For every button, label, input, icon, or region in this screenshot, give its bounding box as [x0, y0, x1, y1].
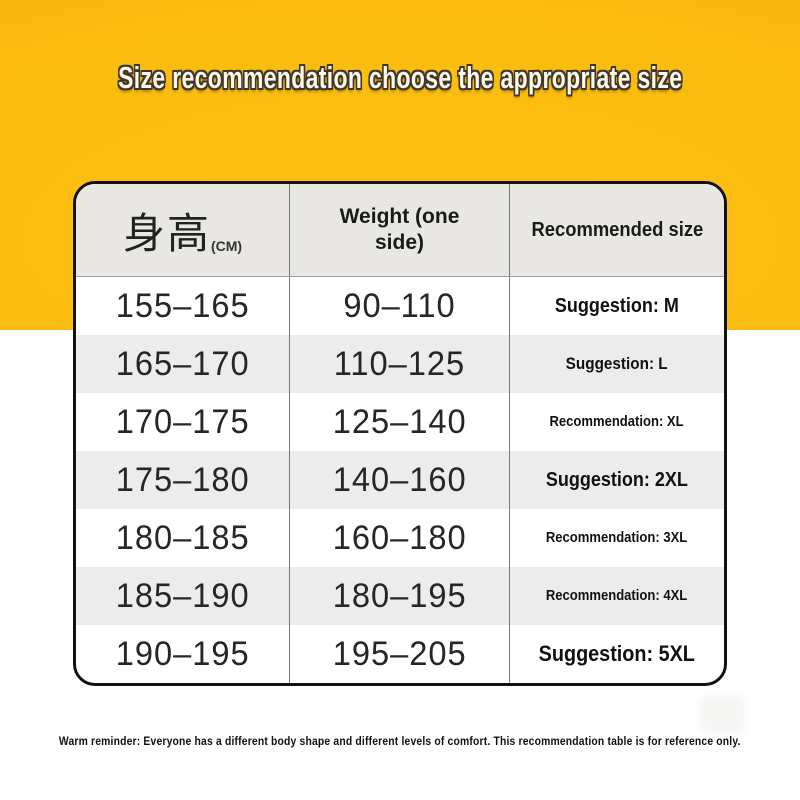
footer-reminder-text: Warm reminder: Everyone has a different … — [59, 736, 741, 748]
weight-cell: 180–195 — [290, 567, 510, 625]
header-height-cell: 身高 (CM) — [76, 184, 290, 276]
size-cell: Recommendation: 3XL — [546, 530, 688, 546]
weight-cell: 195–205 — [290, 625, 510, 683]
weight-cell: 125–140 — [290, 393, 510, 451]
size-cell: Recommendation: 4XL — [546, 588, 688, 604]
table-row: 155–165 90–110 Suggestion: M — [76, 277, 724, 335]
weight-cell: 110–125 — [290, 335, 510, 393]
table-row: 175–180 140–160 Suggestion: 2XL — [76, 451, 724, 509]
height-cell: 165–170 — [76, 335, 290, 393]
header-size-label: Recommended size — [531, 218, 703, 241]
size-cell: Suggestion: L — [565, 354, 668, 373]
weight-cell: 140–160 — [290, 451, 510, 509]
size-chart-table: 身高 (CM) Weight (one side) Recommended si… — [73, 181, 727, 686]
header-height-unit: (CM) — [210, 238, 243, 254]
header-weight-cell: Weight (one side) — [290, 184, 510, 276]
size-cell: Suggestion: M — [554, 294, 679, 317]
table-row: 165–170 110–125 Suggestion: L — [76, 335, 724, 393]
header-weight-label: Weight (one side) — [339, 204, 460, 254]
watermark-smudge — [700, 695, 746, 733]
height-cell: 155–165 — [76, 277, 290, 335]
header-height-label-cjk: 身高 — [122, 209, 211, 257]
table-row: 185–190 180–195 Recommendation: 4XL — [76, 567, 724, 625]
height-cell: 180–185 — [76, 509, 290, 567]
page-title: Size recommendation choose the appropria… — [0, 60, 800, 96]
page-title-text: Size recommendation choose the appropria… — [117, 60, 683, 95]
size-cell: Recommendation: XL — [549, 414, 685, 430]
table-row: 180–185 160–180 Recommendation: 3XL — [76, 509, 724, 567]
height-cell: 170–175 — [76, 393, 290, 451]
table-header-row: 身高 (CM) Weight (one side) Recommended si… — [76, 184, 724, 277]
height-cell: 185–190 — [76, 567, 290, 625]
height-cell: 190–195 — [76, 625, 290, 683]
table-row: 190–195 195–205 Suggestion: 5XL — [76, 625, 724, 683]
size-cell: Suggestion: 5XL — [538, 641, 696, 666]
header-size-cell: Recommended size — [510, 184, 724, 276]
height-cell: 175–180 — [76, 451, 290, 509]
size-cell: Suggestion: 2XL — [545, 468, 689, 491]
weight-cell: 90–110 — [290, 277, 510, 335]
weight-cell: 160–180 — [290, 509, 510, 567]
footer-reminder: Warm reminder: Everyone has a different … — [0, 732, 800, 750]
table-row: 170–175 125–140 Recommendation: XL — [76, 393, 724, 451]
